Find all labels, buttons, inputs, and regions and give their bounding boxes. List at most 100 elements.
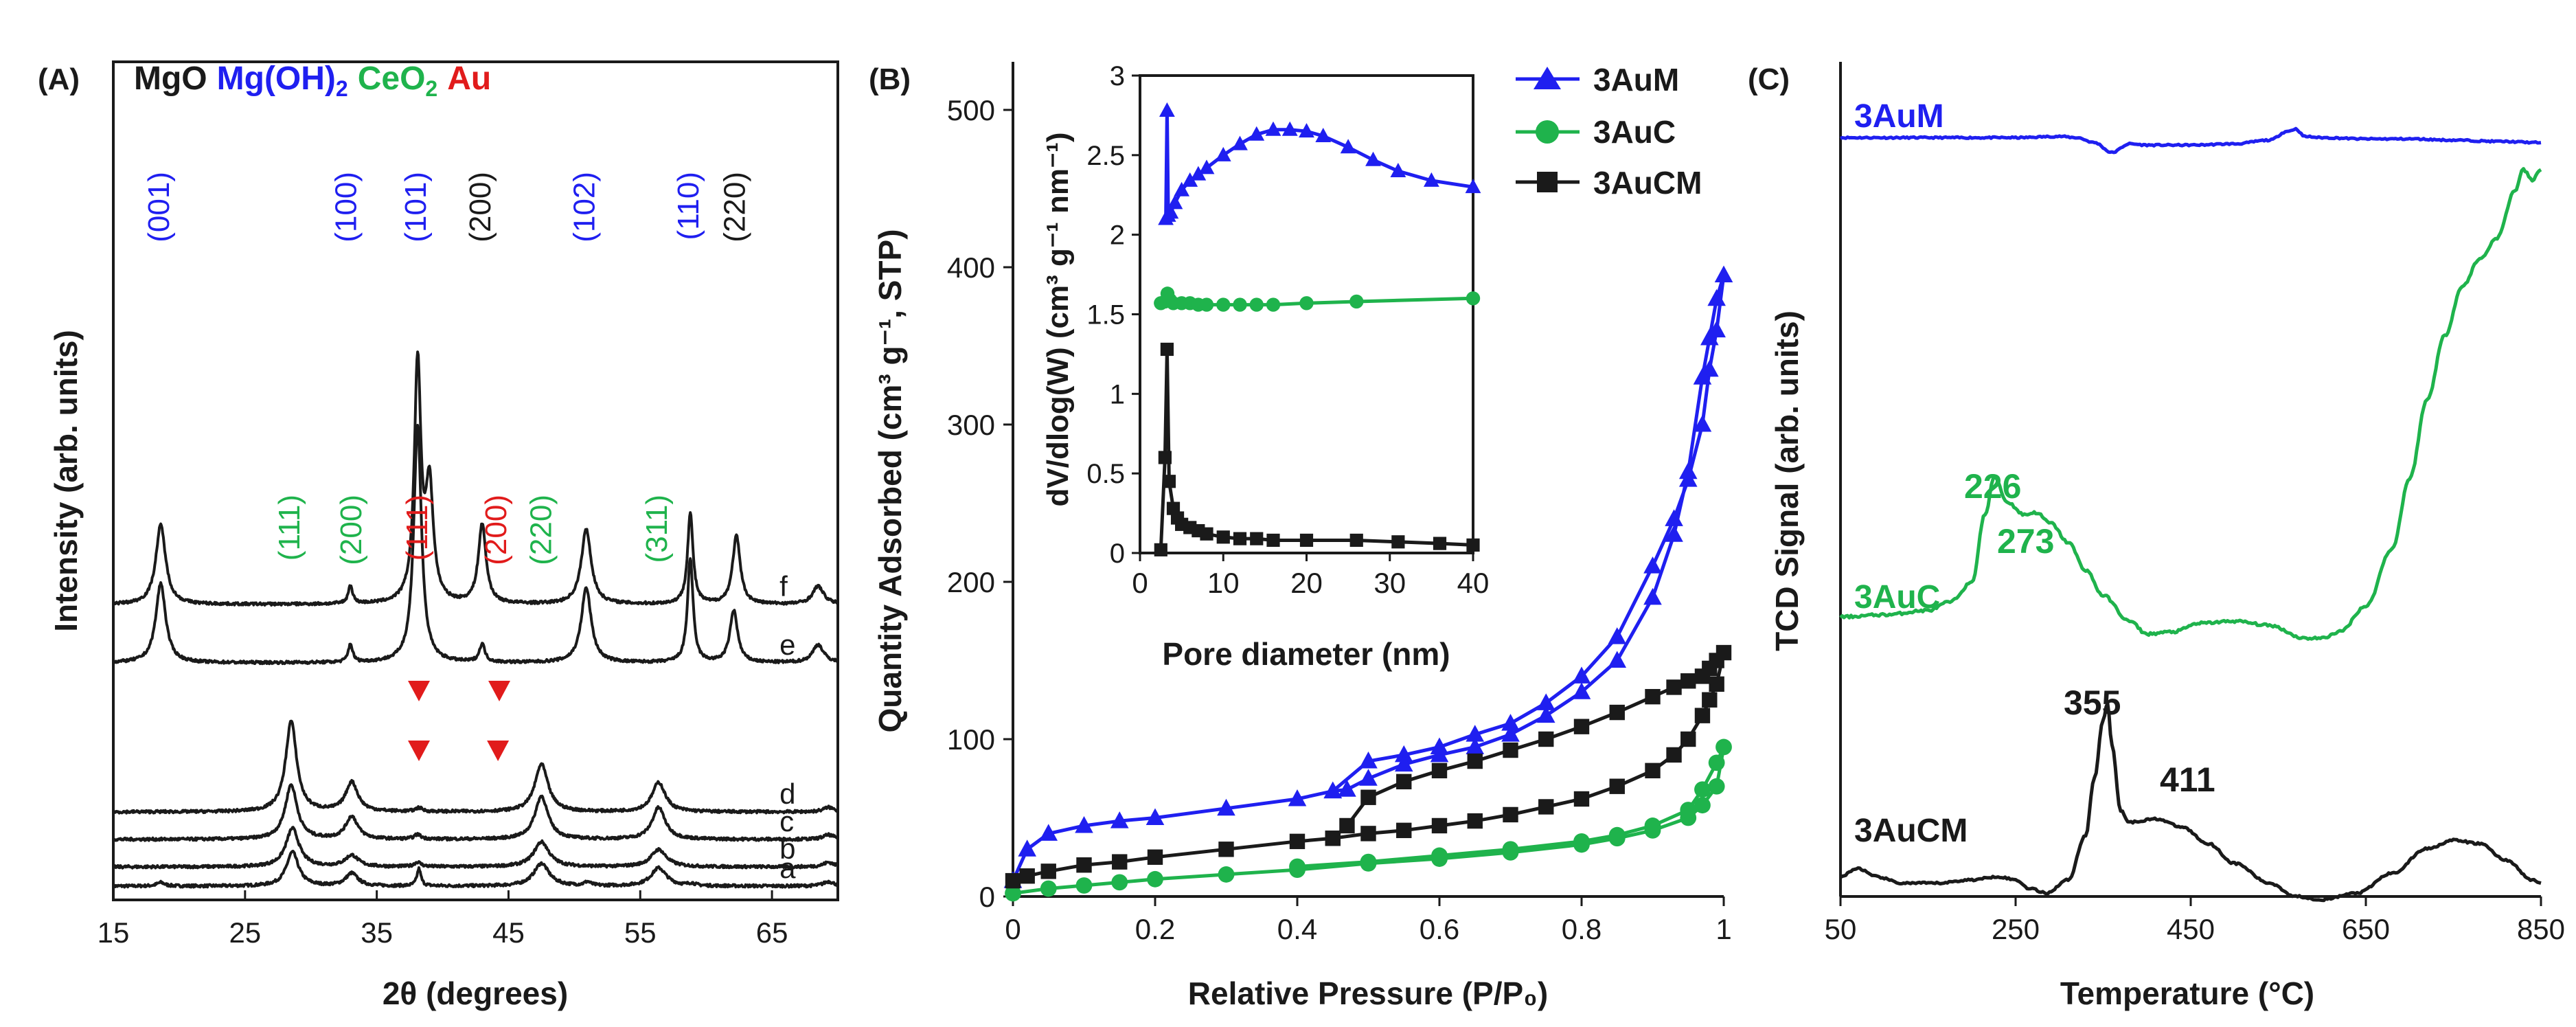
psd-point-3AuM [1299, 123, 1314, 138]
psd-point-3AuC [1249, 297, 1264, 312]
psd-point-3AuM [1281, 121, 1298, 136]
psd-point-3AuC [1233, 297, 1247, 312]
xtick-label: 0.4 [1277, 913, 1317, 945]
panel-c-ticks: 50 250 450 650 850 [1825, 896, 2565, 945]
tpr-curve-3AuCM [1839, 701, 2542, 903]
isotherm-point-3AuM [1430, 745, 1449, 763]
tpr-curve-3AuC [1839, 167, 2542, 641]
inset-ytick-label: 1 [1110, 379, 1125, 409]
xrd-peak-label: (311) [640, 495, 674, 563]
psd-point-3AuCM [1466, 538, 1480, 552]
isotherm-point-3AuM [1359, 769, 1378, 786]
isotherm-point-3AuCM [1076, 857, 1092, 873]
isotherm-point-3AuC [1218, 866, 1235, 883]
isotherm-point-3AuM [1572, 666, 1591, 684]
xrd-curve-a [112, 850, 839, 889]
psd-point-3AuCM [1266, 533, 1280, 548]
panel-a-frame [112, 60, 839, 901]
panel-a-xticks: 15 25 35 45 55 65 [98, 890, 788, 949]
psd-point-3AuM [1249, 126, 1265, 141]
isotherm-point-3AuM [1608, 651, 1627, 668]
psd-point-3AuM [1423, 172, 1439, 187]
inset-ytick-label: 3 [1110, 61, 1125, 91]
isotherm-point-3AuCM [1005, 872, 1021, 889]
isotherm-point-3AuC [1644, 817, 1661, 834]
isotherm-point-3AuCM [1694, 708, 1711, 723]
isotherm-point-3AuCM [1147, 849, 1163, 865]
isotherm-point-3AuM [1039, 824, 1058, 841]
xrd-peak-label: (200) [479, 495, 513, 565]
isotherm-point-3AuC [1694, 797, 1711, 814]
psd-point-3AuM [1215, 146, 1231, 161]
xtick-label: 450 [2167, 913, 2215, 945]
isotherm-point-3AuCM [1666, 747, 1682, 763]
xrd-curve-label-f: f [779, 570, 788, 602]
isotherm-point-3AuCM [1040, 864, 1056, 879]
isotherm-line-3AuCM [1012, 651, 1726, 883]
isotherm-point-3AuM [1338, 780, 1356, 797]
isotherm-point-3AuM [1643, 587, 1662, 605]
isotherm-point-3AuC [1111, 874, 1128, 891]
xrd-curve-label-d: d [779, 778, 795, 810]
isotherm-point-3AuCM [1467, 753, 1483, 769]
xrd-peak-label: (111) [400, 495, 434, 561]
panel-a-annotations: (001) (100) (101) (200) (102) (110) (220) (111)… [142, 172, 751, 761]
xrd-curve-e [113, 424, 839, 666]
panel-b-legend: 3AuM 3AuC 3AuCM [1516, 62, 1702, 201]
peak-label-226: 226 [1964, 467, 2021, 506]
isotherm-point-3AuC [1573, 833, 1590, 850]
isotherm-point-3AuCM [1396, 774, 1412, 790]
isotherm-point-3AuCM [1218, 842, 1234, 857]
isotherm-point-3AuCM [1645, 688, 1661, 705]
inset-xtick-label: 30 [1374, 567, 1406, 599]
xrd-peak-label: (200) [334, 495, 368, 565]
isotherm-point-3AuCM [1538, 731, 1554, 747]
inset: 0 10 20 30 40 0 0.5 1 1.5 2 2.5 3 dV/dlog(W) (cm³ g… [1041, 61, 1489, 672]
psd-point-3AuM [1159, 102, 1175, 117]
inset-xtick-label: 40 [1457, 567, 1490, 599]
isotherm-point-3AuCM [1694, 668, 1711, 684]
isotherm-point-3AuM [1394, 754, 1413, 772]
isotherm-point-3AuCM [1645, 763, 1661, 778]
isotherm-point-3AuC [1147, 870, 1163, 888]
isotherm-point-3AuM [1075, 815, 1093, 833]
isotherm-point-3AuM [1707, 289, 1726, 306]
psd-point-3AuC [1349, 294, 1364, 309]
isotherm-point-3AuCM [1538, 799, 1554, 815]
isotherm-point-3AuC [1708, 754, 1725, 771]
peak-label-273: 273 [1997, 522, 2054, 561]
isotherm-point-3AuC [1040, 880, 1057, 897]
isotherm-point-3AuCM [1680, 731, 1696, 747]
isotherm-point-3AuC [1608, 826, 1626, 844]
psd-point-3AuCM [1233, 532, 1247, 545]
inset-ytick-label: 2.5 [1086, 141, 1125, 171]
isotherm-point-3AuCM [1360, 789, 1376, 805]
xrd-peak-label: (102) [568, 172, 602, 242]
ytick-label: 400 [947, 251, 995, 284]
psd-point-3AuCM [1391, 535, 1405, 549]
psd-point-3AuM [1232, 135, 1248, 150]
panel-c-label: (C) [1748, 63, 1790, 96]
legend-3auc-marker [1536, 120, 1559, 144]
xrd-peak-label: (110) [672, 172, 705, 240]
inset-ytick-label: 0.5 [1086, 459, 1125, 489]
panel-c-xlabel: Temperature (°C) [2060, 975, 2314, 1011]
psd-point-3AuCM [1216, 530, 1230, 544]
legend-3aum-marker [1534, 67, 1561, 89]
isotherm-point-3AuCM [1573, 791, 1590, 807]
peak-label-355: 355 [2064, 684, 2121, 722]
isotherm-point-3AuC [1716, 738, 1732, 756]
isotherm-point-3AuC [1360, 853, 1377, 870]
isotherm-point-3AuCM [1609, 704, 1625, 721]
psd-point-3AuM [1182, 172, 1198, 187]
isotherm-point-3AuC [1005, 885, 1021, 902]
xtick-label: 1 [1716, 913, 1731, 945]
xrd-curve-label-e: e [779, 629, 795, 661]
isotherm-point-3AuM [1466, 725, 1485, 742]
xrd-curve-label-b: b [779, 833, 795, 865]
xtick-label: 15 [98, 916, 130, 949]
isotherm-point-3AuM [1018, 839, 1036, 857]
isotherm-line-3AuM [1011, 273, 1726, 882]
isotherm-point-3AuC [1708, 778, 1725, 795]
isotherm-point-3AuCM [1609, 778, 1625, 794]
